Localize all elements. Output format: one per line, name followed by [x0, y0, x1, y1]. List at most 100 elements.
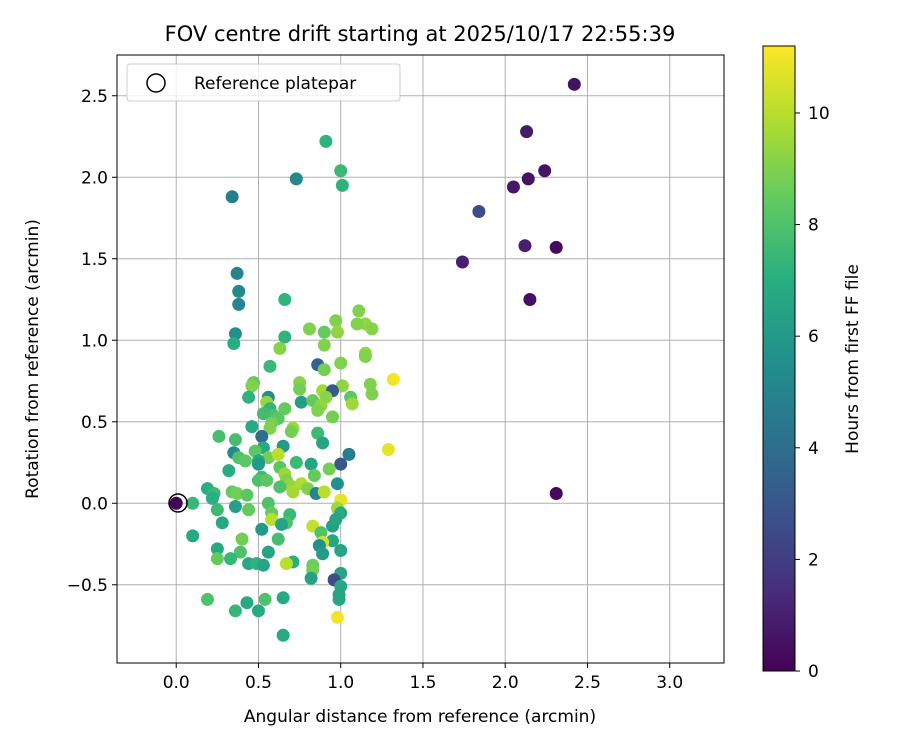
colorbar-gradient — [763, 46, 795, 671]
data-point — [311, 426, 325, 440]
data-point — [520, 125, 534, 139]
data-point — [242, 390, 256, 404]
data-point — [186, 529, 200, 543]
data-point — [523, 293, 537, 307]
data-point — [289, 456, 303, 470]
data-point — [261, 545, 275, 559]
data-point — [293, 382, 307, 396]
data-point — [345, 397, 359, 411]
data-point — [334, 356, 348, 370]
plot-frame — [116, 54, 725, 664]
data-point — [279, 557, 293, 571]
data-point — [224, 552, 238, 566]
data-point — [330, 610, 344, 624]
data-point — [240, 596, 254, 610]
data-point — [352, 304, 366, 318]
data-point — [363, 377, 377, 391]
data-point — [251, 457, 265, 471]
data-point — [276, 628, 290, 642]
x-tick-label: 3.0 — [656, 673, 683, 693]
colorbar-tick-label: 6 — [808, 327, 819, 347]
x-tick-label: 2.5 — [574, 673, 601, 693]
y-tick-label: −0.5 — [67, 576, 108, 596]
data-point — [317, 363, 331, 377]
data-point — [256, 407, 270, 421]
data-point — [228, 500, 242, 514]
data-point — [271, 532, 285, 546]
data-point — [304, 571, 318, 585]
data-point — [330, 325, 344, 339]
data-point — [307, 469, 321, 483]
data-point — [260, 473, 274, 487]
data-point — [289, 172, 303, 186]
data-point — [278, 293, 292, 307]
data-point — [205, 491, 219, 505]
data-point — [334, 164, 348, 178]
data-point — [255, 429, 269, 443]
x-tick-label: 0.0 — [163, 673, 190, 693]
data-point — [169, 496, 183, 510]
data-point — [278, 330, 292, 344]
data-point — [334, 544, 348, 558]
data-point — [278, 402, 292, 416]
data-point — [273, 341, 287, 355]
data-point — [286, 485, 300, 499]
data-point — [263, 359, 277, 373]
y-tick-label: 1.5 — [81, 250, 108, 270]
legend-label: Reference platepar — [194, 74, 356, 94]
data-point — [227, 337, 241, 351]
x-tick-label: 1.0 — [327, 673, 354, 693]
data-point — [228, 433, 242, 447]
data-point — [506, 180, 520, 194]
data-point — [455, 255, 469, 269]
legend-marker-icon — [146, 73, 166, 93]
colorbar-tick-label: 10 — [808, 104, 830, 124]
data-point — [210, 542, 224, 556]
data-point — [238, 454, 252, 468]
data-point — [334, 457, 348, 471]
data-point — [222, 464, 236, 478]
data-point — [342, 447, 356, 461]
data-point — [294, 395, 308, 409]
data-point — [215, 516, 229, 530]
data-point — [251, 604, 265, 618]
data-point — [521, 172, 535, 186]
data-point — [274, 517, 288, 531]
data-point — [245, 420, 259, 434]
y-axis-label: Rotation from reference (arcmin) — [23, 219, 43, 499]
x-tick-label: 1.5 — [409, 673, 436, 693]
data-point — [518, 239, 532, 253]
data-point — [314, 526, 328, 540]
data-point — [329, 513, 343, 527]
y-tick-label: 2.0 — [81, 168, 108, 188]
colorbar-tick-label: 2 — [808, 550, 819, 570]
colorbar: 0 2 4 6 8 10 Hours from first FF file — [762, 45, 863, 682]
colorbar-frame — [762, 45, 796, 672]
data-point — [186, 496, 200, 510]
data-point — [210, 552, 224, 566]
data-point — [386, 372, 400, 386]
data-point — [567, 77, 581, 91]
data-point — [248, 444, 262, 458]
colorbar-tick-label: 0 — [808, 662, 819, 682]
data-point — [256, 558, 270, 572]
data-point — [242, 503, 256, 517]
data-point — [549, 486, 563, 500]
data-point — [230, 486, 244, 500]
data-points — [169, 77, 581, 642]
data-point — [472, 204, 486, 218]
plot-area — [117, 55, 724, 663]
data-point — [284, 425, 298, 439]
data-point — [273, 480, 287, 494]
data-point — [316, 547, 330, 561]
y-tick-label: 2.5 — [81, 87, 108, 107]
data-point — [329, 314, 343, 328]
data-point — [332, 592, 346, 606]
data-point — [245, 379, 259, 393]
data-point — [271, 447, 285, 461]
data-point — [263, 421, 277, 435]
data-point — [335, 379, 349, 393]
y-tick-label: 1.0 — [81, 331, 108, 351]
